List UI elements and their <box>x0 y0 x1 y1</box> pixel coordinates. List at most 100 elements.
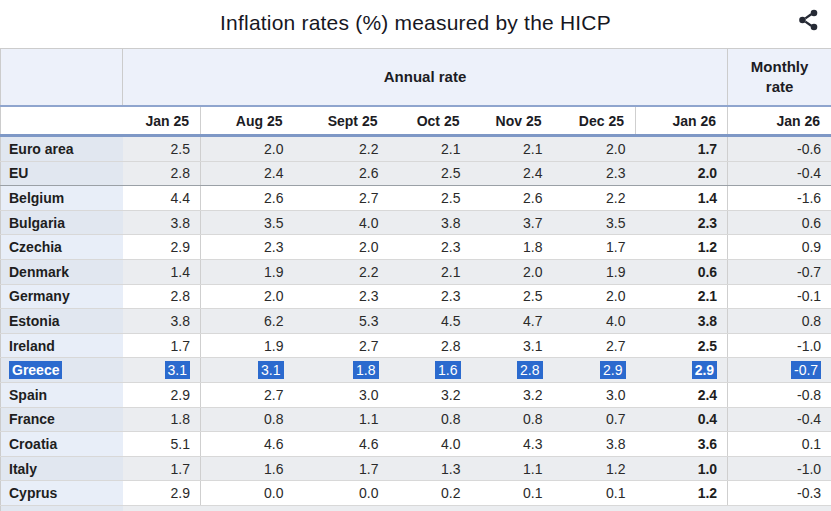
annual-value-cell: 1.0 <box>636 456 728 481</box>
annual-value-cell: 4.3 <box>471 432 553 457</box>
annual-value-cell: 1.9 <box>201 333 294 358</box>
share-button[interactable] <box>795 9 821 35</box>
table-row[interactable]: France1.80.81.10.80.80.70.4-0.4 <box>1 407 831 432</box>
annual-value-cell: 2.9 <box>123 382 201 407</box>
table-row[interactable]: Czechia2.92.32.02.31.81.71.20.9 <box>1 235 831 260</box>
column-header-aug25: Aug 25 <box>201 106 294 136</box>
annual-value-cell: 3.8 <box>553 432 636 457</box>
table-row[interactable]: Euro area2.52.02.22.12.12.01.7-0.6 <box>1 136 831 162</box>
column-header-oct25: Oct 25 <box>389 106 471 136</box>
column-header-dec25: Dec 25 <box>553 106 636 136</box>
annual-value-cell: 2.6 <box>201 186 294 211</box>
annual-value-cell: 3.1 <box>123 358 201 383</box>
table-row[interactable]: Cyprus2.90.00.00.20.10.11.2-0.3 <box>1 481 831 506</box>
annual-value-cell: 2.3 <box>636 210 728 235</box>
annual-value-cell: 4.4 <box>123 186 201 211</box>
annual-value-cell: 4.0 <box>294 210 389 235</box>
annual-value-cell: 1.2 <box>636 481 728 506</box>
table-row[interactable]: Croatia5.14.64.64.04.33.83.60.1 <box>1 432 831 457</box>
annual-value-cell: 2.9 <box>123 235 201 260</box>
annual-value-cell: 2.6 <box>294 161 389 186</box>
annual-value-cell: 1.6 <box>389 358 471 383</box>
annual-value-cell: 0.4 <box>636 407 728 432</box>
annual-value-cell: 0.8 <box>201 407 294 432</box>
annual-value-cell: 3.1 <box>201 358 294 383</box>
table-row[interactable]: Italy1.71.61.71.31.11.21.0-1.0 <box>1 456 831 481</box>
row-label: Ireland <box>1 333 123 358</box>
annual-value-cell: 2.4 <box>636 382 728 407</box>
monthly-value-cell: -0.4 <box>728 407 831 432</box>
widget-header: Inflation rates (%) measured by the HICP <box>0 0 831 48</box>
table-row[interactable]: Ireland1.71.92.72.83.12.72.5-1.0 <box>1 333 831 358</box>
annual-value-cell: 1.6 <box>201 456 294 481</box>
annual-value-cell: 1.7 <box>123 456 201 481</box>
table-row[interactable]: Spain2.92.73.03.23.23.02.4-0.8 <box>1 382 831 407</box>
annual-value-cell: 2.8 <box>123 284 201 309</box>
annual-value-cell: 0.0 <box>201 481 294 506</box>
annual-value-cell: 1.2 <box>636 235 728 260</box>
page-title: Inflation rates (%) measured by the HICP <box>0 0 831 35</box>
annual-value-cell: 2.9 <box>123 481 201 506</box>
annual-value-cell: 5.3 <box>294 309 389 334</box>
table-row[interactable]: EU2.82.42.62.52.42.32.0-0.4 <box>1 161 831 186</box>
annual-value-cell: 2.8 <box>389 333 471 358</box>
annual-value-cell: 3.2 <box>471 382 553 407</box>
annual-value-cell: 0.8 <box>389 407 471 432</box>
row-label: Cyprus <box>1 481 123 506</box>
annual-value-cell: 2.7 <box>294 333 389 358</box>
annual-value-cell: 2.5 <box>123 136 201 162</box>
annual-value-cell: 4.7 <box>471 309 553 334</box>
annual-value-cell: 2.7 <box>201 382 294 407</box>
column-header-jan25: Jan 25 <box>123 106 201 136</box>
annual-value-cell: 2.0 <box>553 136 636 162</box>
annual-value-cell: 2.3 <box>389 235 471 260</box>
table-row-partial <box>1 505 831 511</box>
annual-value-cell: 2.7 <box>553 333 636 358</box>
annual-value-cell: 3.5 <box>553 210 636 235</box>
annual-value-cell: 0.1 <box>471 481 553 506</box>
table-row[interactable]: Estonia3.86.25.34.54.74.03.80.8 <box>1 309 831 334</box>
page: { "title": "Inflation rates (%) measured… <box>0 0 831 511</box>
annual-value-cell: 3.8 <box>389 210 471 235</box>
annual-value-cell: 1.7 <box>123 333 201 358</box>
row-label: Germany <box>1 284 123 309</box>
annual-value-cell: 0.7 <box>553 407 636 432</box>
annual-value-cell: 2.7 <box>294 186 389 211</box>
table-row[interactable]: Bulgaria3.83.54.03.83.73.52.30.6 <box>1 210 831 235</box>
annual-value-cell: 1.1 <box>471 456 553 481</box>
annual-value-cell: 5.1 <box>123 432 201 457</box>
table-row[interactable]: Denmark1.41.92.22.12.01.90.6-0.7 <box>1 259 831 284</box>
annual-value-cell: 3.5 <box>201 210 294 235</box>
annual-value-cell: 2.5 <box>636 333 728 358</box>
monthly-value-cell: -0.7 <box>728 259 831 284</box>
row-label: Spain <box>1 382 123 407</box>
table-row[interactable]: Germany2.82.02.32.32.52.02.1-0.1 <box>1 284 831 309</box>
annual-value-cell: 0.0 <box>294 481 389 506</box>
annual-value-cell: 1.9 <box>201 259 294 284</box>
annual-value-cell: 1.4 <box>123 259 201 284</box>
annual-value-cell: 0.1 <box>553 481 636 506</box>
row-label: Bulgaria <box>1 210 123 235</box>
annual-value-cell: 2.8 <box>123 161 201 186</box>
annual-value-cell: 2.0 <box>201 136 294 162</box>
annual-value-cell: 3.1 <box>471 333 553 358</box>
column-header-nov25: Nov 25 <box>471 106 553 136</box>
monthly-value-cell: -1.6 <box>728 186 831 211</box>
row-label: Euro area <box>1 136 123 162</box>
table-row[interactable]: Belgium4.42.62.72.52.62.21.4-1.6 <box>1 186 831 211</box>
annual-value-cell: 3.8 <box>636 309 728 334</box>
row-label: Czechia <box>1 235 123 260</box>
annual-value-cell: 2.4 <box>471 161 553 186</box>
monthly-value-cell: -0.1 <box>728 284 831 309</box>
annual-value-cell: 2.2 <box>553 186 636 211</box>
inflation-table: Annual rate Monthly rate Jan 25 Aug 25 S… <box>0 48 831 511</box>
annual-value-cell: 2.1 <box>471 136 553 162</box>
annual-value-cell: 2.2 <box>294 136 389 162</box>
table-row[interactable]: Greece3.13.11.81.62.82.92.9-0.7 <box>1 358 831 383</box>
annual-value-cell: 1.8 <box>294 358 389 383</box>
annual-value-cell: 0.8 <box>471 407 553 432</box>
annual-value-cell: 3.0 <box>553 382 636 407</box>
annual-value-cell: 1.7 <box>636 136 728 162</box>
annual-rate-header: Annual rate <box>123 49 728 107</box>
annual-value-cell: 0.6 <box>636 259 728 284</box>
